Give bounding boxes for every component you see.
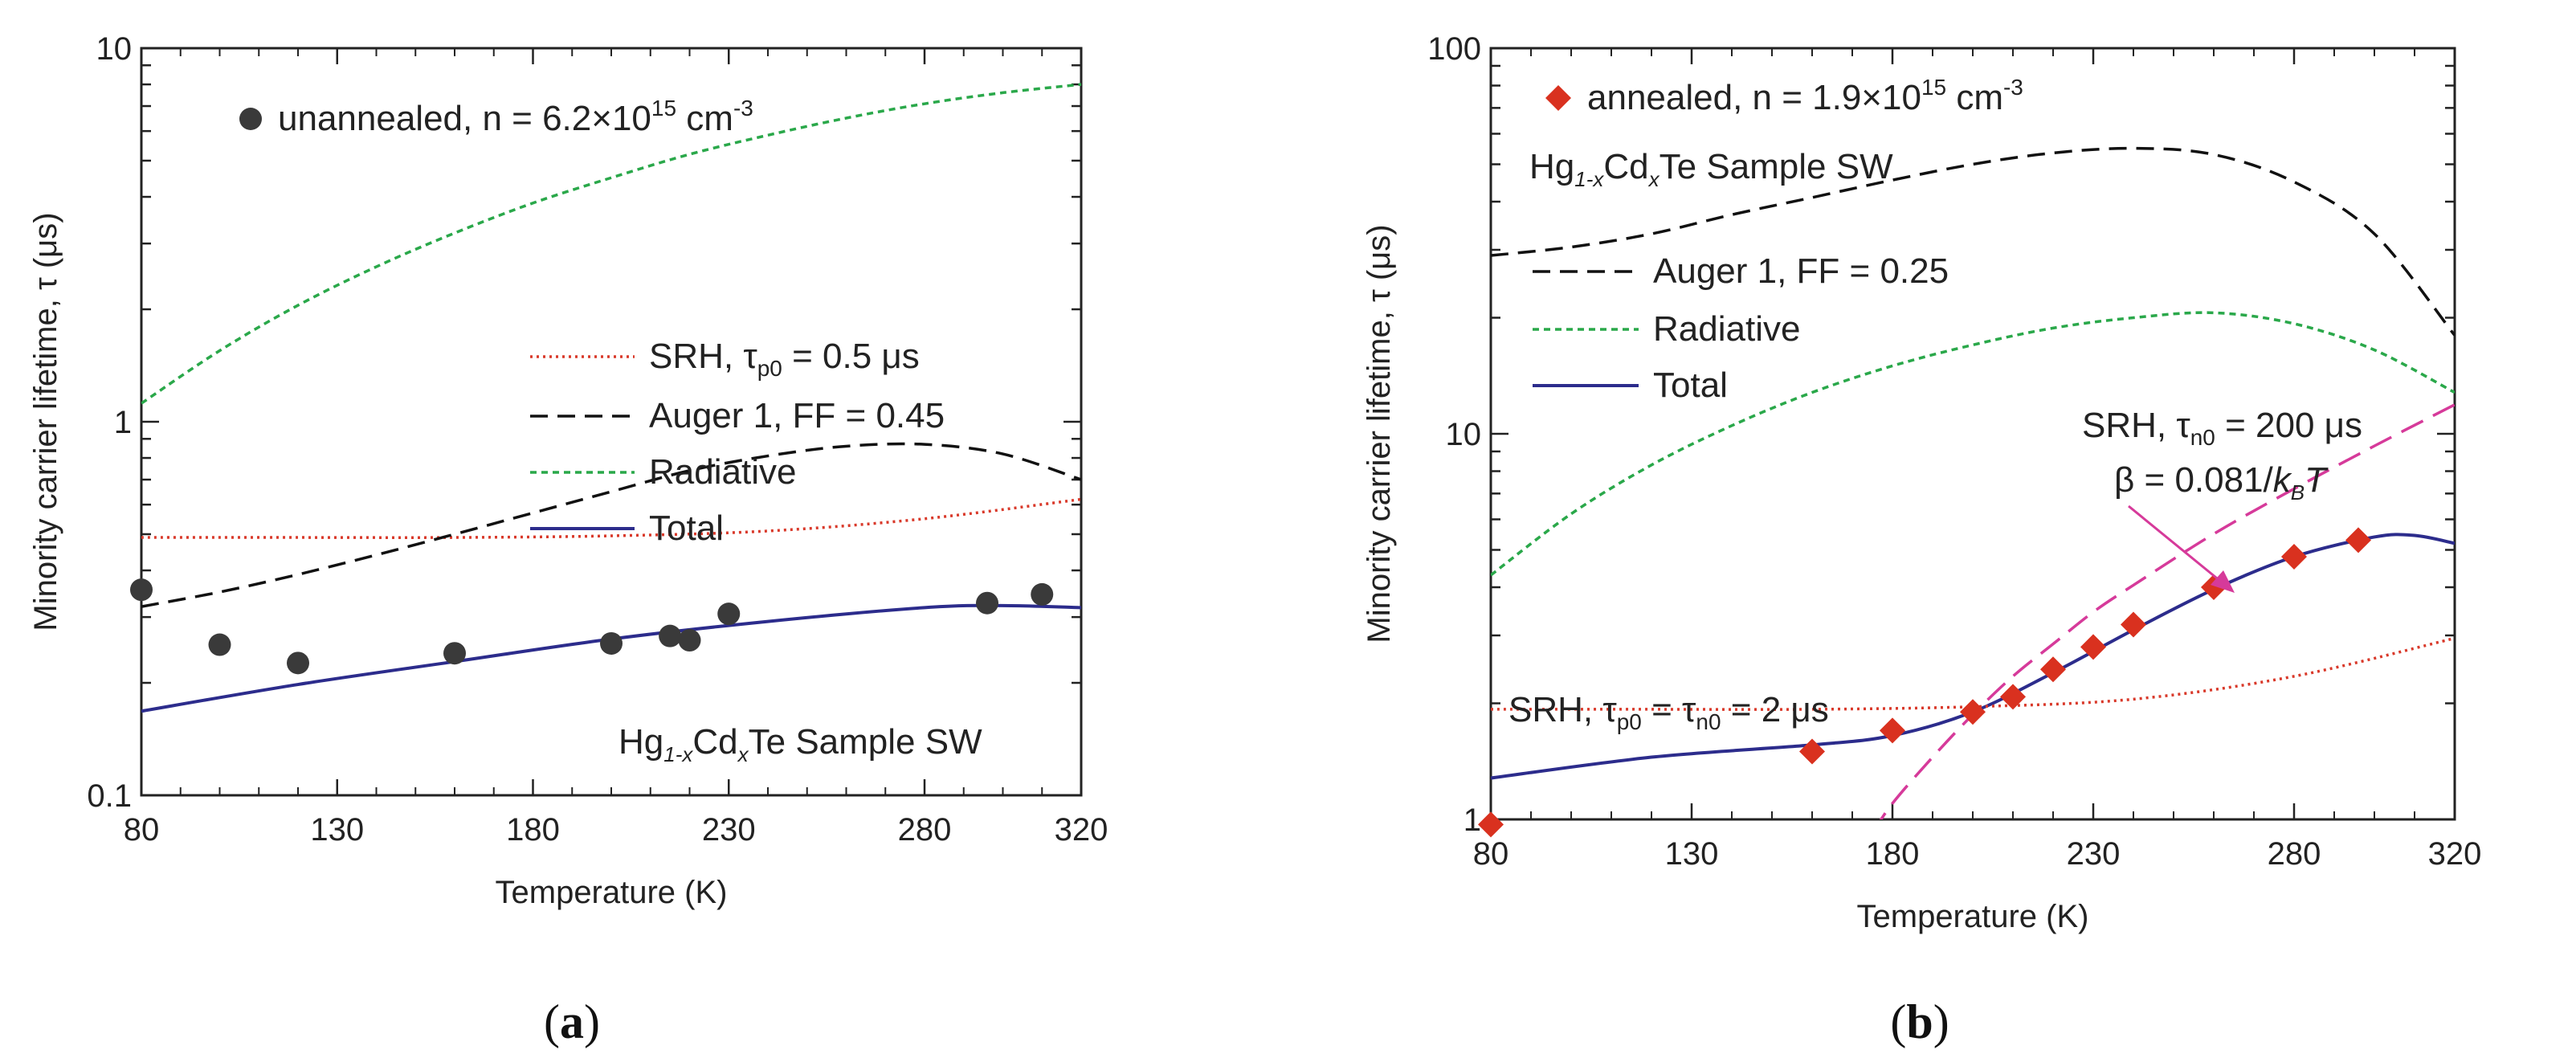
annotation-arrowhead: [2211, 570, 2235, 593]
x-tick-label: 230: [2067, 836, 2121, 872]
series-line-total: [1491, 533, 2455, 780]
data-point: [976, 591, 998, 615]
x-tick-label: 280: [898, 812, 952, 848]
series-line-srh-tau-p0: [1491, 636, 2455, 711]
data-point: [2040, 656, 2066, 683]
legend-label-auger: Auger 1, FF = 0.25: [1653, 251, 1949, 291]
x-tick-label: 80: [124, 812, 160, 848]
chart-marks: [1478, 146, 2455, 838]
x-axis-title: Temperature (K): [1857, 899, 2089, 934]
data-point: [443, 642, 466, 665]
data-point: [1960, 699, 1986, 725]
data-point: [130, 578, 153, 602]
series-line-radiative: [141, 83, 1081, 405]
data-point: [1880, 717, 1905, 744]
series-line-srh: [141, 497, 1081, 539]
legend-label-markers: annealed, n = 1.9×1015 cm-3: [1587, 75, 2023, 117]
series-line-srh-tau-n0: [1879, 403, 2455, 819]
series-line-total: [141, 603, 1081, 713]
x-tick-label: 320: [2428, 836, 2482, 872]
y-tick-label: 0.1: [87, 778, 132, 814]
panel-b: 80 130 180 230 280 320 1 10 100 annealed, n = 1.…: [1361, 31, 2481, 1048]
sample-label: Hg1-xCdxTe Sample SW: [618, 722, 982, 766]
panel-caption: (a): [544, 995, 600, 1048]
chart-marks: [130, 83, 1081, 713]
data-point: [287, 651, 309, 675]
data-point: [659, 624, 682, 647]
x-tick-label: 230: [702, 812, 756, 848]
data-point: [1799, 738, 1825, 765]
series-line-auger: [141, 442, 1081, 608]
legend: unannealed, n = 6.2×1015 cm-3 SRH, τp0 = …: [239, 96, 982, 766]
x-tick-label: 180: [1866, 836, 1920, 872]
x-axis-title: Temperature (K): [496, 875, 728, 910]
srh-beta-label: β = 0.081/kBT: [2114, 460, 2329, 504]
data-point: [678, 629, 701, 652]
data-point: [2080, 634, 2106, 660]
series-line-auger: [1491, 146, 2455, 337]
legend-marker: [239, 108, 262, 130]
legend-label-auger: Auger 1, FF = 0.45: [649, 396, 945, 435]
x-tick-label: 130: [1665, 836, 1719, 872]
x-tick-label: 80: [1473, 836, 1509, 872]
y-tick-label: 1: [1464, 803, 1481, 838]
panel-a: 80 130 180 230 280 320 0.1 1 10 unannealed, n = …: [28, 31, 1108, 1048]
y-tick-label: 10: [96, 31, 133, 67]
data-point: [600, 631, 623, 655]
srh-right-label: SRH, τn0 = 200 μs: [2082, 406, 2362, 450]
legend: annealed, n = 1.9×1015 cm-3 Hg1-xCdxTe Sa…: [1508, 75, 2362, 734]
legend-label-srh: SRH, τp0 = 0.5 μs: [649, 337, 920, 381]
y-axis-title: Minority carrier lifetime, τ (μs): [1361, 224, 1397, 643]
legend-marker: [1545, 85, 1571, 111]
data-point: [717, 602, 741, 626]
data-point: [1031, 582, 1054, 606]
legend-label-total: Total: [1653, 366, 1728, 405]
data-point: [2121, 611, 2146, 638]
sample-label: Hg1-xCdxTe Sample SW: [1529, 147, 1893, 191]
y-axis-title: Minority carrier lifetime, τ (μs): [28, 212, 63, 631]
x-tick-label: 180: [506, 812, 560, 848]
series-line-radiative: [1491, 311, 2455, 577]
y-tick-label: 1: [114, 405, 132, 440]
legend-label-radiative: Radiative: [1653, 309, 1800, 349]
legend-label-radiative: Radiative: [649, 452, 796, 492]
x-tick-label: 130: [310, 812, 364, 848]
legend-label-total: Total: [649, 509, 724, 548]
axis-ticks: 80 130 180 230 280 320 1 10 100: [1427, 31, 2481, 872]
srh-left-label: SRH, τp0 = τn0 = 2 μs: [1508, 690, 1829, 734]
y-tick-label: 100: [1427, 31, 1481, 67]
legend-label-markers: unannealed, n = 6.2×1015 cm-3: [278, 96, 753, 138]
data-point: [1478, 811, 1504, 838]
x-tick-label: 280: [2268, 836, 2321, 872]
annotation-arrow: [2128, 504, 2226, 586]
y-tick-label: 10: [1446, 417, 1482, 452]
axis-ticks: 80 130 180 230 280 320 0.1 1 10: [87, 31, 1108, 848]
data-point: [2281, 544, 2307, 570]
x-tick-label: 320: [1055, 812, 1108, 848]
data-point: [2000, 684, 2026, 710]
data-point: [208, 633, 231, 656]
data-point: [2345, 527, 2371, 553]
panel-caption: (b): [1890, 995, 1949, 1048]
